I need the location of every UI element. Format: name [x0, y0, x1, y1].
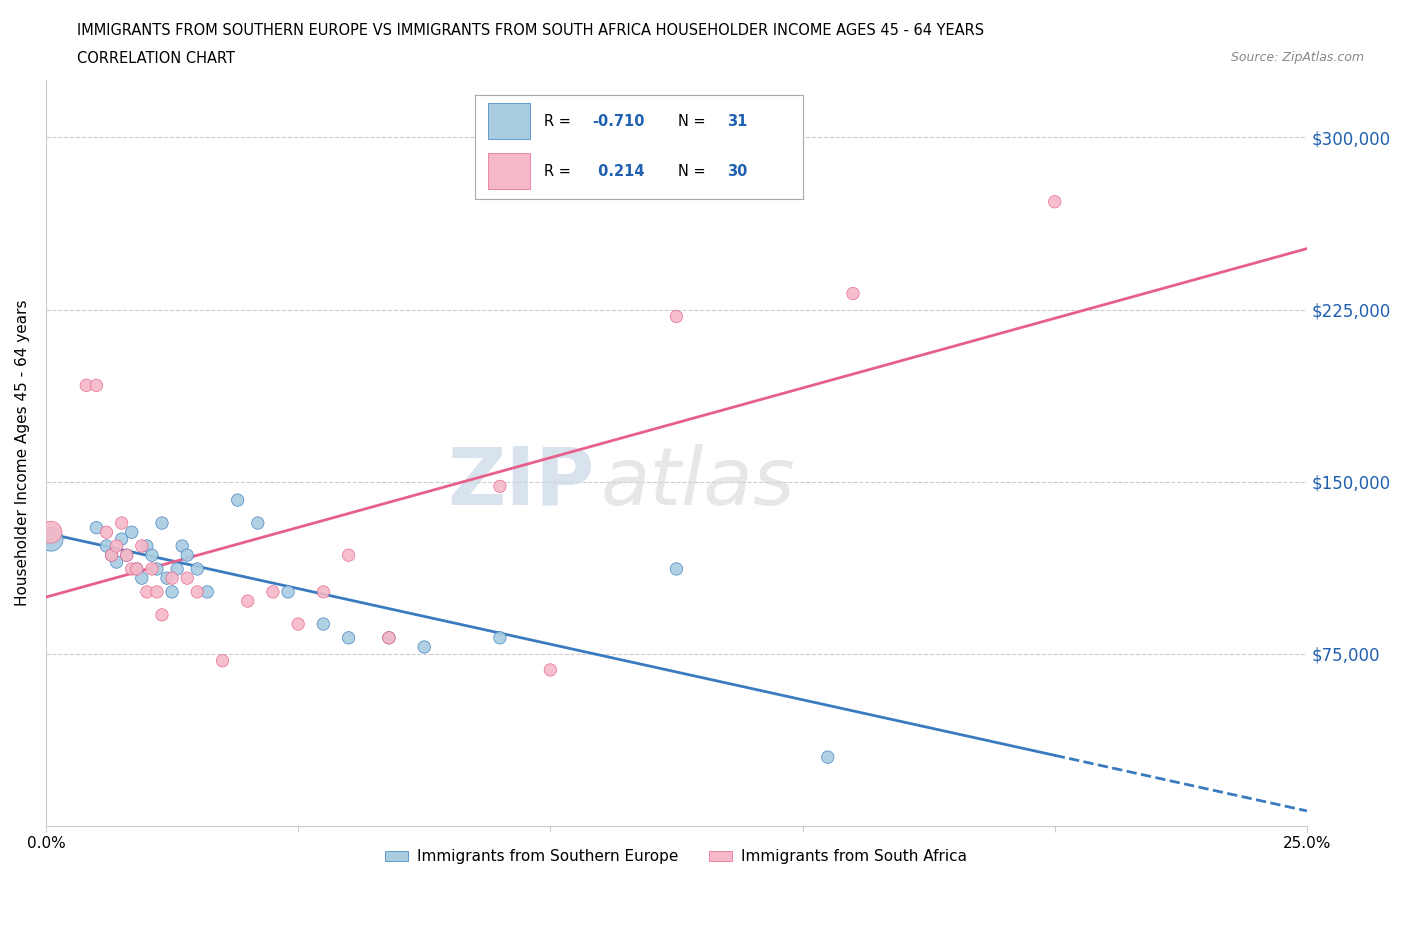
Point [1043, 194, 1066, 209]
Point [131, 538, 153, 553]
Point [105, 554, 128, 569]
Point [150, 607, 173, 622]
Point [378, 631, 401, 645]
Point [186, 584, 208, 599]
Point [246, 515, 269, 530]
Point [96, 525, 118, 539]
Point [312, 617, 335, 631]
Point [236, 593, 259, 608]
Point [131, 571, 153, 586]
Point [211, 653, 233, 668]
Point [156, 571, 179, 586]
Point [172, 538, 194, 553]
Text: atlas: atlas [600, 444, 796, 522]
Point [817, 750, 839, 764]
Point [176, 548, 198, 563]
Point [39, 525, 62, 539]
Point [160, 584, 183, 599]
Point [413, 640, 436, 655]
Point [146, 584, 169, 599]
Point [115, 548, 138, 563]
Point [665, 309, 688, 324]
Point [262, 584, 284, 599]
Point [115, 548, 138, 563]
Point [100, 548, 122, 563]
Point [337, 631, 360, 645]
Point [337, 548, 360, 563]
Point [195, 584, 218, 599]
Point [665, 562, 688, 577]
Point [135, 584, 157, 599]
Text: IMMIGRANTS FROM SOUTHERN EUROPE VS IMMIGRANTS FROM SOUTH AFRICA HOUSEHOLDER INCO: IMMIGRANTS FROM SOUTHERN EUROPE VS IMMIG… [77, 23, 984, 38]
Y-axis label: Householder Income Ages 45 - 64 years: Householder Income Ages 45 - 64 years [15, 299, 30, 606]
Point [75, 378, 97, 392]
Text: CORRELATION CHART: CORRELATION CHART [77, 51, 235, 66]
Point [111, 515, 134, 530]
Point [141, 548, 163, 563]
Point [86, 378, 108, 392]
Point [186, 562, 208, 577]
Point [166, 562, 188, 577]
Point [86, 520, 108, 535]
Text: Source: ZipAtlas.com: Source: ZipAtlas.com [1230, 51, 1364, 64]
Point [226, 493, 249, 508]
Point [121, 562, 143, 577]
Point [100, 548, 122, 563]
Point [842, 286, 865, 301]
Point [121, 525, 143, 539]
Point [277, 584, 299, 599]
Point [150, 515, 173, 530]
Point [111, 532, 134, 547]
Point [105, 538, 128, 553]
Point [146, 562, 169, 577]
Point [489, 479, 512, 494]
Point [176, 571, 198, 586]
Legend: Immigrants from Southern Europe, Immigrants from South Africa: Immigrants from Southern Europe, Immigra… [380, 844, 973, 870]
Point [378, 631, 401, 645]
Point [141, 562, 163, 577]
Point [312, 584, 335, 599]
Point [538, 662, 561, 677]
Text: ZIP: ZIP [447, 444, 595, 522]
Point [96, 538, 118, 553]
Point [125, 562, 148, 577]
Point [160, 571, 183, 586]
Point [125, 562, 148, 577]
Point [135, 538, 157, 553]
Point [489, 631, 512, 645]
Point [39, 532, 62, 547]
Point [287, 617, 309, 631]
